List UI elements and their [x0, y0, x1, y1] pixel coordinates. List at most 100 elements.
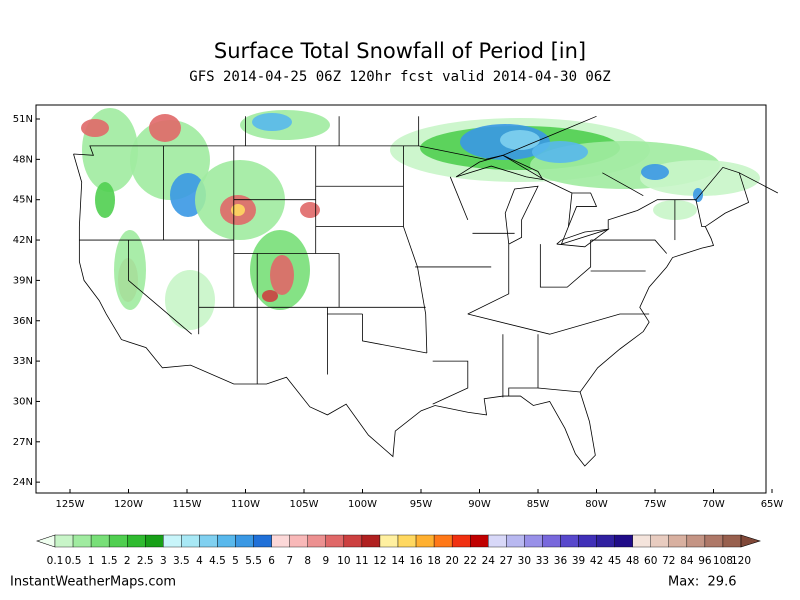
lat-label: 39N: [13, 275, 33, 286]
colorbar-label: 20: [445, 555, 458, 567]
lon-label: 90W: [468, 499, 491, 510]
colorbar-box: [488, 534, 507, 548]
lon-label: 120W: [114, 499, 143, 510]
colorbar-box: [325, 534, 345, 548]
colorbar-box: [361, 534, 381, 548]
lon-label: 85W: [527, 499, 550, 510]
map-frame: [35, 104, 767, 494]
state-line: [508, 334, 539, 397]
colorbar-label: 27: [500, 555, 513, 567]
lake: [556, 228, 610, 248]
colorbar-label: 2: [124, 555, 131, 567]
colorbar-box: [90, 534, 110, 548]
snow-area: [640, 160, 760, 196]
snow-field: [81, 108, 760, 330]
state-line: [602, 172, 644, 197]
colorbar-label: 48: [626, 555, 639, 567]
snow-area: [114, 230, 146, 310]
colorbar-label: 96: [698, 555, 712, 567]
lat-label: 27N: [13, 437, 33, 448]
colorbar-box: [379, 534, 399, 548]
colorbar-label: 24: [482, 555, 496, 567]
colorbar-arrow: [740, 534, 761, 548]
colorbar-box: [199, 534, 218, 548]
colorbar-label: 1: [88, 555, 95, 567]
colorbar-box: [72, 534, 92, 548]
colorbar-box: [289, 534, 308, 548]
colorbar-box: [632, 534, 651, 548]
lat-label: 33N: [13, 356, 33, 367]
colorbar-box: [217, 534, 236, 548]
colorbar-label: 36: [554, 555, 568, 567]
colorbar-box: [145, 534, 164, 548]
lat-label: 36N: [13, 316, 33, 327]
state-line: [467, 313, 650, 335]
colorbar-label: 39: [572, 555, 585, 567]
colorbar-label: 72: [662, 555, 675, 567]
colorbar-label: 3.5: [173, 555, 190, 567]
state-line: [403, 145, 428, 354]
state-line: [739, 172, 779, 194]
snow-area: [641, 164, 669, 180]
state-line: [467, 244, 510, 315]
colorbar-label: 11: [355, 555, 368, 567]
colorbar-label: 14: [391, 555, 405, 567]
lake: [568, 192, 598, 227]
site-credit: InstantWeatherMaps.com: [10, 575, 176, 590]
colorbar-label: 9: [322, 555, 329, 567]
lon-label: 125W: [56, 499, 85, 510]
colorbar-box: [307, 534, 326, 548]
snow-area: [149, 114, 181, 142]
colorbar: 0.1 0.5 1 1.5 2 2.5 3 3.5 4 4.5 5 5.5 6 7 8 9 10 11 12 14 16…: [36, 534, 761, 567]
lon-label: 100W: [348, 499, 377, 510]
colorbar-label: 2.5: [137, 555, 154, 567]
colorbar-box: [163, 534, 182, 548]
colorbar-label: 60: [644, 555, 657, 567]
colorbar-label: 0.1: [47, 555, 64, 567]
state-line: [362, 314, 427, 354]
snow-area: [270, 255, 294, 295]
lon-label: 95W: [410, 499, 433, 510]
lon-label: 75W: [644, 499, 667, 510]
boundaries: [73, 115, 779, 467]
colorbar-box: [704, 534, 724, 548]
lat-label: 42N: [13, 235, 33, 246]
lat-label: 48N: [13, 154, 33, 165]
colorbar-box: [271, 534, 290, 548]
snow-area: [231, 204, 245, 216]
colorbar-box: [108, 534, 128, 548]
lon-label: 80W: [585, 499, 608, 510]
colorbar-box: [397, 534, 417, 548]
lat-label: 30N: [13, 396, 33, 407]
subtitle: GFS 2014-04-25 06Z 120hr fcst valid 2014…: [189, 69, 610, 85]
colorbar-box: [542, 534, 561, 548]
colorbar-box: [596, 534, 615, 548]
colorbar-label: 1.5: [101, 555, 118, 567]
colorbar-box: [506, 534, 525, 548]
colorbar-box: [54, 534, 74, 548]
colorbar-box: [343, 534, 363, 548]
snow-area: [300, 202, 320, 218]
colorbar-label: 16: [409, 555, 423, 567]
colorbar-label: 4: [196, 555, 203, 567]
colorbar-box: [433, 534, 453, 548]
lat-label: 24N: [13, 477, 33, 488]
colorbar-box: [668, 534, 688, 548]
snow-area: [532, 141, 588, 163]
snow-area: [95, 182, 115, 218]
lake: [455, 154, 544, 181]
state-line: [502, 115, 597, 156]
coastline: [73, 145, 750, 467]
colorbar-box: [686, 534, 706, 548]
state-line: [539, 240, 592, 288]
colorbar-label: 10: [337, 555, 350, 567]
state-line: [695, 199, 706, 228]
state-line: [590, 239, 668, 254]
lat-label: 45N: [13, 195, 33, 206]
state-line: [537, 387, 581, 393]
colorbar-box: [722, 534, 742, 548]
colorbar-label: 12: [373, 555, 386, 567]
colorbar-label: 7: [286, 555, 293, 567]
snow-area: [81, 119, 109, 137]
